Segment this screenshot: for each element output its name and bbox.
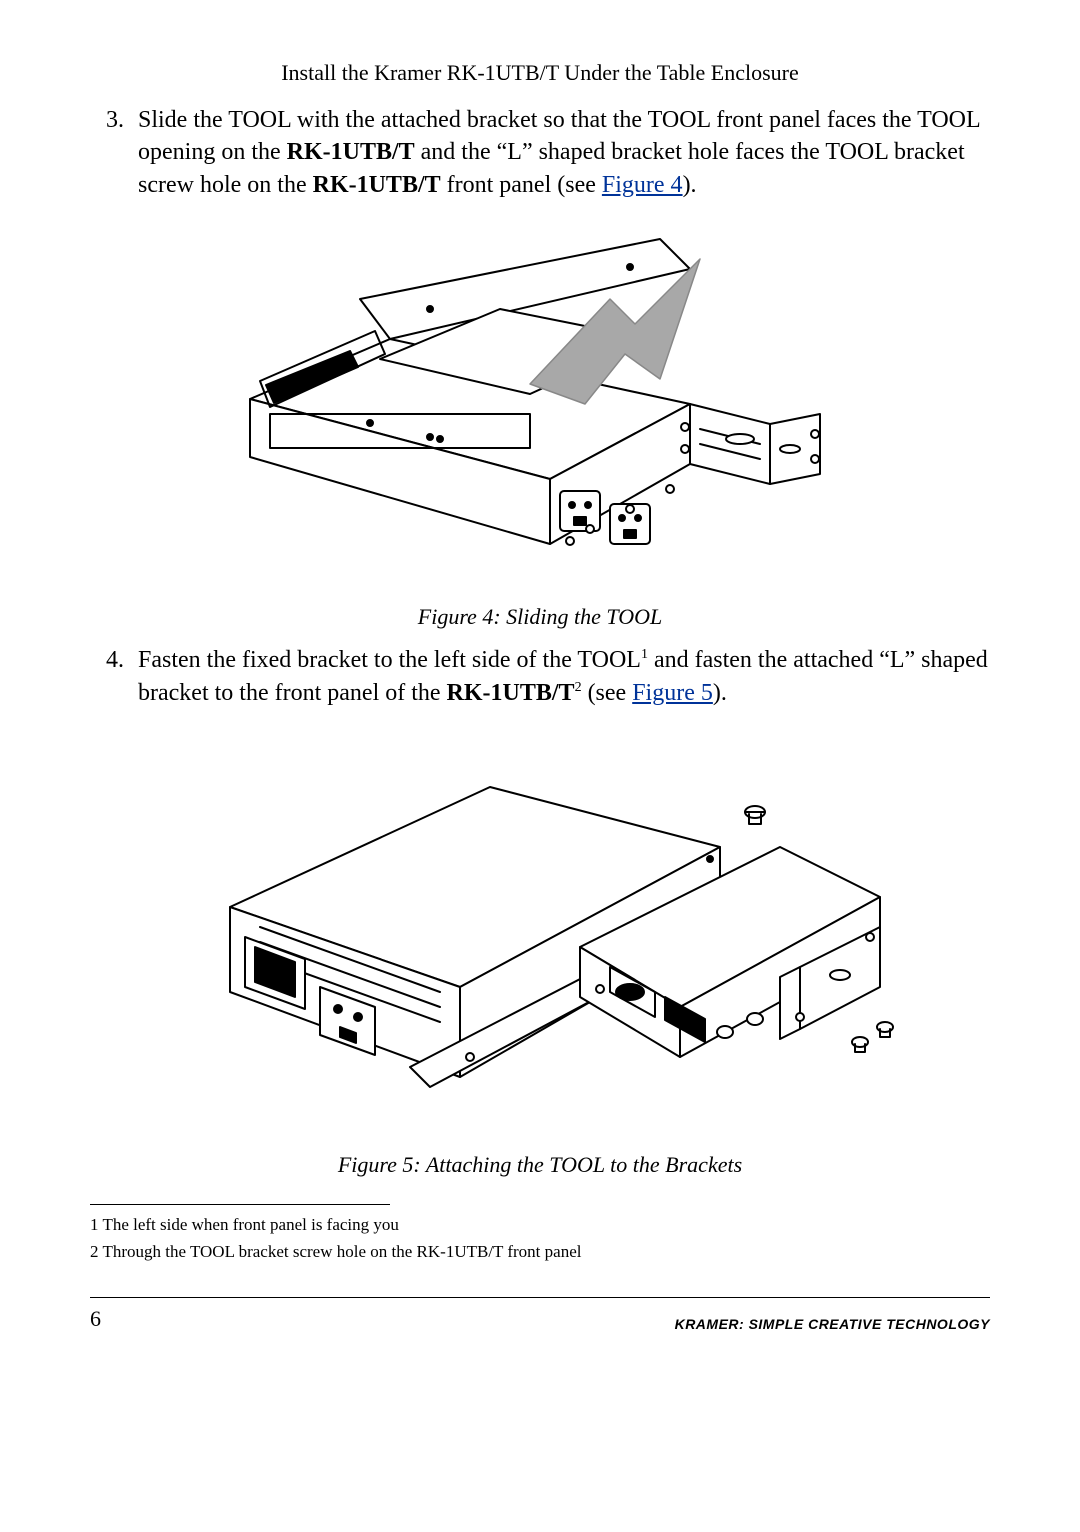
superscript: 1	[641, 647, 648, 662]
figure-4-link[interactable]: Figure 4	[602, 172, 683, 198]
figure-5	[90, 717, 990, 1142]
bold: RK-1UTB/T	[447, 680, 575, 706]
step-3-text: Slide the TOOL with the attached bracket…	[138, 104, 990, 201]
superscript: 2	[575, 680, 582, 695]
figure-5-svg	[160, 717, 920, 1137]
step-4: 4. Fasten the fixed bracket to the left …	[90, 644, 990, 709]
page-number: 6	[90, 1306, 101, 1332]
page-footer: 6 KRAMER: SIMPLE CREATIVE TECHNOLOGY	[90, 1306, 990, 1332]
text: ).	[713, 680, 727, 706]
footer-rule	[90, 1297, 990, 1298]
figure-5-caption: Figure 5: Attaching the TOOL to the Brac…	[90, 1152, 990, 1178]
text: ).	[683, 172, 697, 198]
figure-4-caption: Figure 4: Sliding the TOOL	[90, 604, 990, 630]
footnote-2: 2 Through the TOOL bracket screw hole on…	[90, 1238, 990, 1265]
step-3: 3. Slide the TOOL with the attached brac…	[90, 104, 990, 201]
figure-4-svg	[230, 209, 850, 589]
step-3-number: 3.	[90, 104, 138, 201]
footnote-rule	[90, 1204, 390, 1205]
step-4-number: 4.	[90, 644, 138, 709]
text: front panel (see	[441, 172, 602, 198]
step-4-text: Fasten the fixed bracket to the left sid…	[138, 644, 990, 709]
bold: RK-1UTB/T	[287, 139, 415, 165]
figure-4	[90, 209, 990, 594]
footnote-1: 1 The left side when front panel is faci…	[90, 1211, 990, 1238]
text: Fasten the fixed bracket to the left sid…	[138, 647, 641, 673]
bold: RK-1UTB/T	[313, 172, 441, 198]
page-header: Install the Kramer RK-1UTB/T Under the T…	[90, 60, 990, 86]
figure-5-link[interactable]: Figure 5	[632, 680, 713, 706]
footer-brand: KRAMER: SIMPLE CREATIVE TECHNOLOGY	[675, 1316, 990, 1332]
text: (see	[582, 680, 633, 706]
